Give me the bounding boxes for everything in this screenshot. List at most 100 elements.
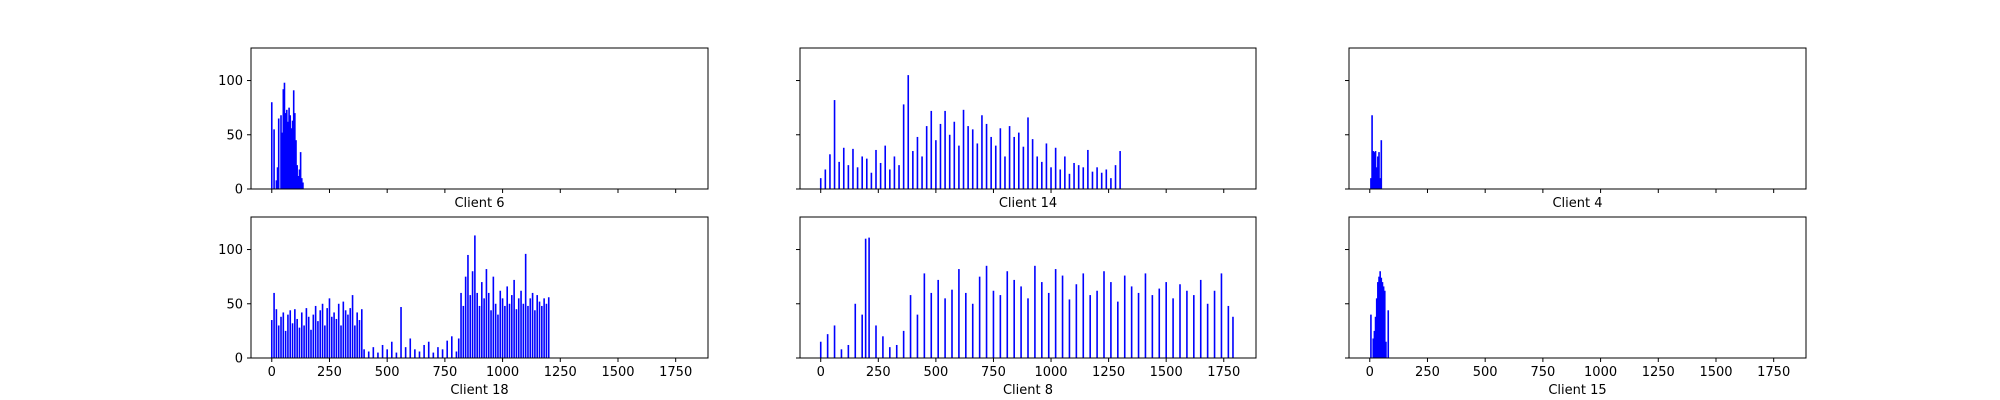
bar (469, 295, 472, 358)
bar (288, 107, 290, 189)
bar (1377, 156, 1379, 189)
bar (1054, 269, 1057, 358)
bar (319, 310, 322, 358)
bar (273, 292, 275, 358)
bar (1089, 295, 1091, 358)
bar (856, 167, 859, 189)
bar (1179, 284, 1181, 358)
x-tick-label: 0 (817, 365, 825, 380)
bar (490, 310, 492, 358)
bar (992, 290, 995, 358)
bar (1375, 298, 1378, 358)
bar (476, 292, 478, 358)
bar (882, 336, 884, 358)
bar (501, 298, 504, 358)
bar (497, 314, 499, 358)
bar (474, 235, 476, 358)
bar (1054, 147, 1057, 189)
bar (289, 115, 292, 189)
bar (321, 303, 324, 358)
x-tick-label: 1250 (1642, 365, 1675, 380)
bar (854, 303, 857, 358)
bar (275, 309, 278, 358)
bar (296, 318, 298, 358)
x-axis-label: Client 18 (450, 383, 508, 398)
subplot-top-left: 0 50 100 Client 6 (218, 47, 709, 211)
bar (437, 347, 439, 358)
x-axis-label: Client 15 (1548, 383, 1606, 398)
bar (826, 334, 829, 358)
bar (291, 323, 294, 358)
bar (511, 295, 513, 358)
bar (273, 129, 275, 189)
bar (1232, 316, 1234, 358)
bar (1020, 286, 1022, 358)
bar (1373, 152, 1376, 189)
bar (418, 351, 421, 358)
bar (1068, 173, 1071, 189)
bar (312, 314, 315, 358)
bar (1374, 316, 1377, 358)
bar (314, 305, 317, 358)
bar (939, 123, 942, 189)
bar (935, 140, 937, 189)
x-tick-label: 1000 (486, 365, 519, 380)
bar (978, 276, 981, 358)
bar (294, 309, 296, 358)
bar (531, 292, 534, 358)
bar (1220, 273, 1223, 358)
bar (916, 314, 919, 358)
bar (409, 338, 412, 358)
bar (1105, 169, 1108, 189)
y-tick-label: 0 (235, 352, 243, 367)
bar (1050, 167, 1052, 189)
bar (441, 349, 444, 358)
x-axis-label: Client 4 (1552, 196, 1602, 211)
bar (395, 352, 398, 358)
bar (1061, 275, 1064, 358)
bar (276, 167, 279, 189)
x-tick-label: 500 (375, 365, 400, 380)
bar (981, 115, 983, 189)
x-tick-label: 750 (432, 365, 457, 380)
bar (1091, 171, 1094, 189)
bar (1379, 271, 1381, 358)
x-axis-label: Client 8 (1003, 383, 1053, 398)
bar (1027, 117, 1029, 189)
bar (280, 316, 282, 358)
bar (1213, 290, 1216, 358)
bar (1013, 136, 1015, 189)
bar (432, 352, 435, 358)
axes-frame (250, 216, 709, 359)
bar (328, 298, 331, 358)
bar (944, 110, 946, 189)
bar (937, 279, 939, 358)
bar (529, 298, 532, 358)
subplot-bottom-right: 0 250 500 750 1000 1250 1500 1750 Client 15 (1345, 216, 1807, 398)
x-tick-label: 500 (923, 365, 948, 380)
bar (976, 143, 979, 189)
bar (390, 341, 393, 358)
bar (302, 182, 304, 189)
bar (522, 303, 525, 358)
bar (291, 120, 294, 189)
bar (367, 351, 370, 358)
bar (864, 238, 867, 358)
bar (298, 327, 301, 358)
axes-frame (799, 216, 1257, 359)
bar (427, 341, 430, 358)
x-tick-label: 1250 (1092, 365, 1125, 380)
bar (471, 271, 474, 358)
bar (1027, 298, 1029, 358)
bar (527, 305, 529, 358)
x-tick-label: 0 (1366, 365, 1374, 380)
bar (819, 178, 822, 189)
bar (1036, 156, 1039, 189)
bar (1380, 277, 1383, 358)
bar (1382, 286, 1385, 358)
bar (951, 289, 953, 358)
bar (455, 351, 458, 358)
bar (277, 118, 280, 189)
bar (1096, 290, 1098, 358)
subplot-bottom-left: 0 250 500 750 1000 1250 1500 1750 0 50 100 Client 1… (218, 216, 709, 398)
